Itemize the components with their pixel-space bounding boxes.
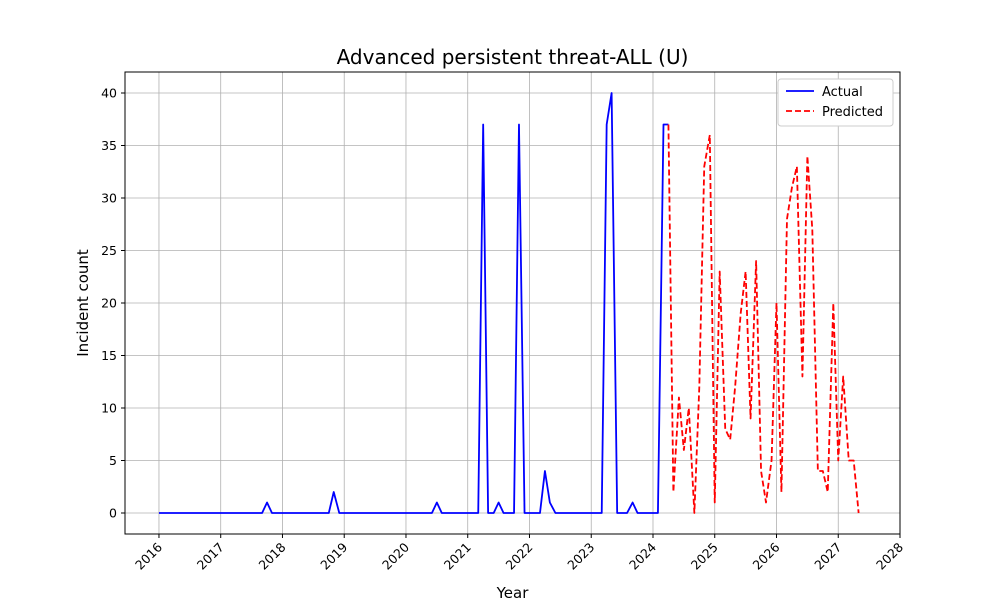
series-layer bbox=[158, 92, 860, 514]
legend: Actual Predicted bbox=[777, 78, 894, 127]
y-axis-label: Incident count bbox=[74, 249, 92, 357]
y-tick-label: 0 bbox=[109, 506, 117, 521]
y-ticks: 0 5 10 15 20 25 30 35 40 bbox=[101, 86, 125, 521]
y-tick-label: 10 bbox=[101, 401, 117, 416]
chart-title: Advanced persistent threat-ALL (U) bbox=[337, 45, 689, 69]
legend-label-predicted: Predicted bbox=[822, 105, 883, 120]
y-tick-label: 5 bbox=[109, 453, 117, 468]
y-tick-label: 15 bbox=[101, 348, 117, 363]
y-tick-label: 30 bbox=[101, 191, 117, 206]
y-tick-label: 25 bbox=[101, 243, 117, 258]
x-axis-label: Year bbox=[496, 584, 530, 600]
series-line-actual bbox=[158, 92, 669, 514]
y-tick-label: 35 bbox=[101, 138, 117, 153]
legend-label-actual: Actual bbox=[822, 85, 863, 100]
series-line-predicted bbox=[667, 124, 860, 514]
y-tick-label: 20 bbox=[101, 296, 117, 311]
grid-layer bbox=[125, 72, 901, 534]
y-tick-label: 40 bbox=[101, 86, 117, 101]
